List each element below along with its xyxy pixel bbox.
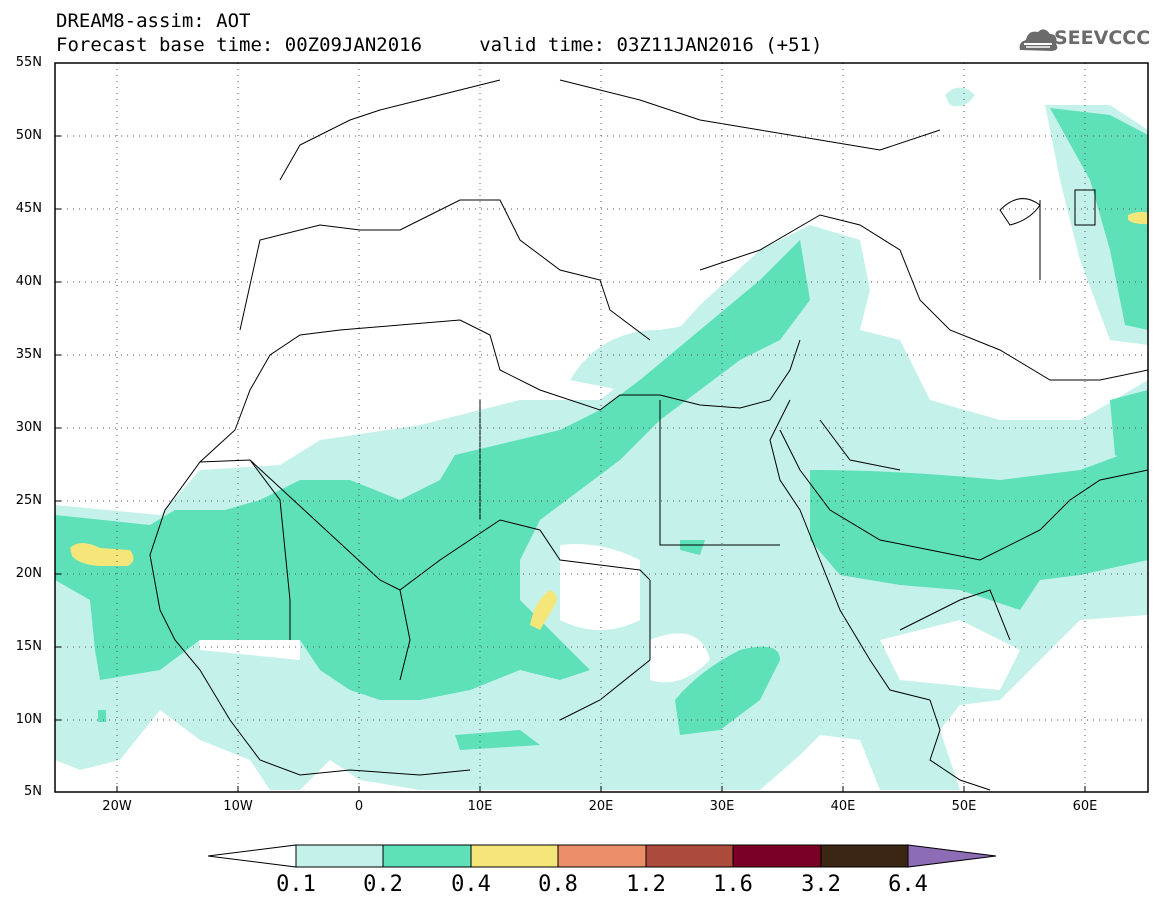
colorbar-label: 6.4 <box>888 872 928 897</box>
lon-label: 10E <box>467 799 493 814</box>
lat-label: 30N <box>15 420 42 435</box>
lon-label: 10W <box>223 799 253 814</box>
lat-label: 10N <box>15 712 42 727</box>
lon-label: 20W <box>102 799 132 814</box>
colorbar-label: 1.2 <box>626 872 666 897</box>
axis-ticks <box>55 135 1086 792</box>
map-subtitle: Forecast base time: 00Z09JAN2016 valid t… <box>56 34 823 56</box>
colorbar-label: 0.2 <box>363 872 403 897</box>
aot-0.2-region <box>55 108 1148 750</box>
lat-label: 20N <box>15 566 42 581</box>
colorbar-label: 3.2 <box>801 872 841 897</box>
colorbar-label: 1.6 <box>713 872 753 897</box>
lat-label: 45N <box>15 201 42 216</box>
lat-label: 50N <box>15 128 42 143</box>
lon-label: 60E <box>1072 799 1098 814</box>
lon-label: 20E <box>588 799 614 814</box>
lon-label: 0 <box>354 799 364 814</box>
colorbar-label: 0.1 <box>276 872 316 897</box>
coastlines <box>149 79 1148 791</box>
colorbar-swatch <box>295 844 384 868</box>
lon-label: 40E <box>830 799 856 814</box>
colorbar-high-arrow <box>907 844 997 868</box>
colorbar-swatch <box>645 844 734 868</box>
lat-label: 15N <box>15 639 42 654</box>
colorbar-swatch <box>470 844 559 868</box>
graticule <box>55 63 1148 792</box>
lat-label: 55N <box>15 55 42 70</box>
lon-label: 50E <box>951 799 977 814</box>
map-title: DREAM8-assim: AOT <box>56 10 251 32</box>
colorbar-low-arrow <box>207 844 297 868</box>
aot-0.4-region <box>70 211 1148 630</box>
colorbar-swatch <box>820 844 909 868</box>
logo-text: SEEVCCC <box>1054 27 1151 49</box>
country-borders <box>199 200 1041 721</box>
colorbar-swatch <box>557 844 647 868</box>
lon-label: 30E <box>709 799 735 814</box>
lat-label: 25N <box>15 493 42 508</box>
colorbar-label: 0.4 <box>451 872 491 897</box>
colorbar-label: 0.8 <box>538 872 578 897</box>
cloud-icon <box>1019 29 1058 51</box>
lat-label: 40N <box>15 274 42 289</box>
lat-label: 5N <box>24 784 42 799</box>
colorbar-swatch <box>732 844 822 868</box>
lat-label: 35N <box>15 347 42 362</box>
colorbar-swatch <box>382 844 472 868</box>
